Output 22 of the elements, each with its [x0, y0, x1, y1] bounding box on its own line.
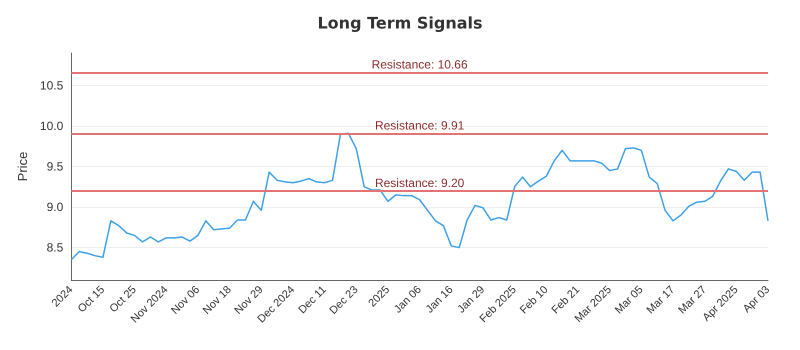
x-tick-label: Apr 03 — [740, 284, 772, 316]
x-tick-label: Oct 15 — [76, 284, 108, 316]
y-tick-label: 9.0 — [46, 200, 64, 214]
y-tick-label: 8.5 — [46, 240, 64, 255]
chart-title: Long Term Signals — [317, 14, 483, 32]
x-tick-label: Dec 11 — [296, 284, 329, 316]
x-tick-label: Jan 16 — [424, 284, 456, 316]
ref-line-label: Resistance: 9.20 — [374, 176, 465, 190]
x-tick-label: Nov 06 — [169, 284, 202, 317]
x-tick-label: Mar 17 — [644, 284, 678, 316]
y-axis-title: Price — [15, 152, 30, 182]
line-series — [70, 132, 769, 260]
x-tick-label: Feb 10 — [518, 284, 551, 316]
x-tick-label: Mar 05 — [612, 284, 646, 316]
y-tick-label: 10.5 — [40, 78, 64, 92]
y-tick-label: 9.5 — [46, 160, 64, 174]
x-tick-label: Jan 06 — [392, 284, 424, 316]
x-tick-label: Dec 23 — [327, 284, 361, 317]
ref-line-label: Resistance: 9.91 — [374, 118, 465, 132]
x-tick-label: Nov 18 — [200, 284, 234, 317]
ref-line-label: Resistance: 10.66 — [372, 57, 468, 72]
y-tick-label: 10.0 — [40, 118, 64, 133]
